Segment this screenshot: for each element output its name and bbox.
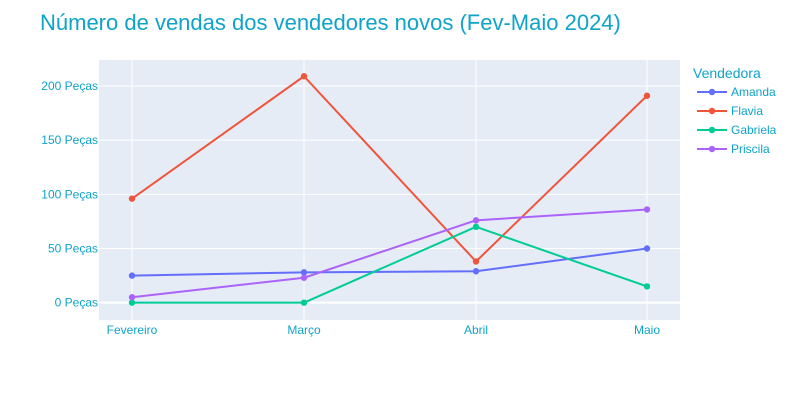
legend-label: Gabriela bbox=[731, 123, 777, 137]
x-tick-label: Março bbox=[287, 323, 321, 337]
legend[interactable]: Vendedora Amanda Flavia Gabriela Priscila bbox=[693, 65, 777, 156]
series-line[interactable] bbox=[132, 225, 648, 304]
y-tick-label: 200 Peças bbox=[41, 79, 98, 93]
data-point[interactable] bbox=[300, 73, 308, 80]
series-amanda[interactable] bbox=[128, 245, 651, 279]
series-gabriela[interactable] bbox=[128, 223, 651, 306]
series-priscila[interactable] bbox=[128, 206, 651, 301]
series-line[interactable] bbox=[131, 75, 648, 263]
data-point[interactable] bbox=[472, 223, 480, 231]
series-layer bbox=[128, 73, 651, 306]
plot-area bbox=[99, 60, 680, 320]
x-tick-label: Maio bbox=[634, 323, 660, 337]
chart-title: Número de vendas dos vendedores novos (F… bbox=[40, 10, 621, 35]
legend-title: Vendedora bbox=[693, 65, 761, 81]
legend-swatch-marker bbox=[708, 145, 716, 153]
data-point[interactable] bbox=[300, 274, 308, 281]
data-point[interactable] bbox=[643, 206, 651, 213]
data-point[interactable] bbox=[300, 299, 308, 306]
data-point[interactable] bbox=[128, 272, 136, 279]
legend-swatch-marker bbox=[708, 88, 716, 96]
data-point[interactable] bbox=[128, 195, 136, 202]
data-point[interactable] bbox=[643, 92, 651, 99]
series-flavia[interactable] bbox=[128, 73, 651, 265]
legend-swatch-marker bbox=[708, 107, 716, 115]
series-line[interactable] bbox=[131, 208, 648, 299]
y-tick-label: 100 Peças bbox=[41, 187, 98, 201]
legend-item-priscila[interactable]: Priscila bbox=[697, 142, 770, 156]
data-point[interactable] bbox=[128, 299, 136, 306]
y-tick-label: 50 Peças bbox=[48, 242, 98, 256]
data-point[interactable] bbox=[472, 217, 480, 224]
y-tick-label: 150 Peças bbox=[41, 133, 98, 147]
y-tick-label: 0 Peças bbox=[55, 296, 98, 310]
data-point[interactable] bbox=[300, 269, 308, 276]
data-point[interactable] bbox=[643, 245, 651, 252]
series-line[interactable] bbox=[131, 247, 648, 277]
legend-label: Amanda bbox=[731, 85, 776, 99]
data-point[interactable] bbox=[643, 283, 651, 290]
data-point[interactable] bbox=[472, 268, 480, 275]
axes: Fevereiro Março Abril Maio 0 Peças 50 Peças 10… bbox=[41, 79, 660, 337]
x-tick-label: Fevereiro bbox=[107, 323, 158, 337]
legend-swatch-marker bbox=[708, 126, 716, 134]
legend-label: Priscila bbox=[731, 142, 770, 156]
legend-item-gabriela[interactable]: Gabriela bbox=[697, 123, 777, 137]
legend-item-amanda[interactable]: Amanda bbox=[697, 85, 776, 99]
data-point[interactable] bbox=[472, 258, 480, 265]
x-tick-label: Abril bbox=[464, 323, 488, 337]
legend-label: Flavia bbox=[731, 104, 763, 118]
data-point[interactable] bbox=[128, 294, 136, 301]
legend-item-flavia[interactable]: Flavia bbox=[697, 104, 763, 118]
